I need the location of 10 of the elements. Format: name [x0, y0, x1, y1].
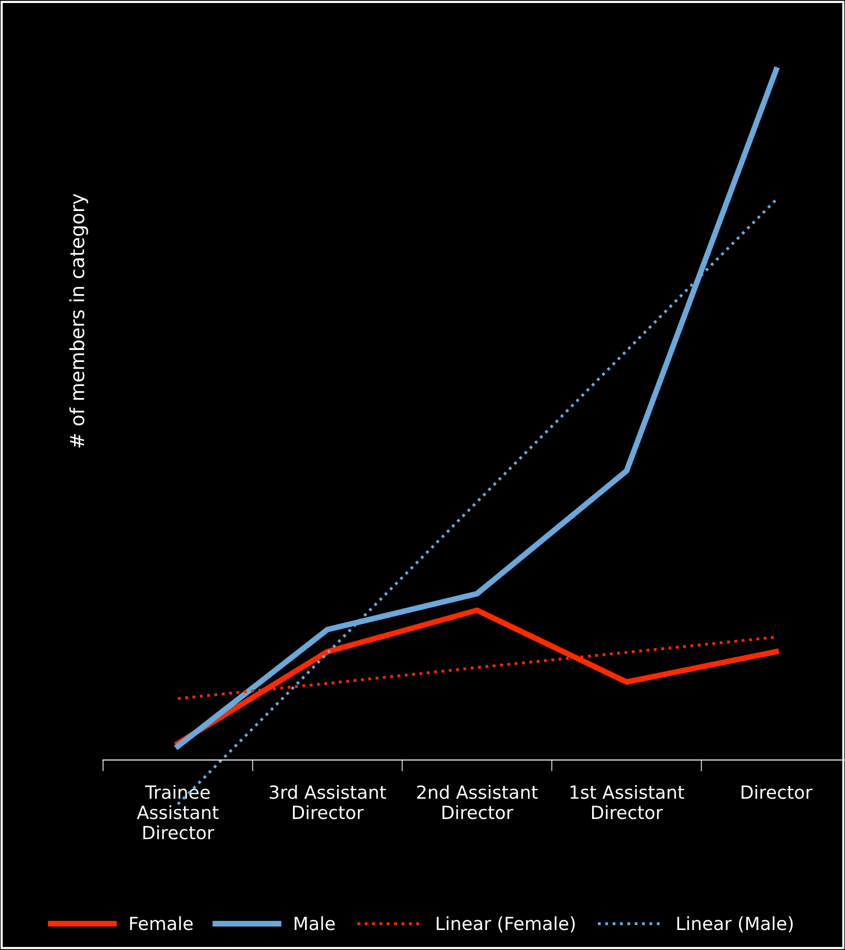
legend-label: Male: [294, 916, 335, 930]
y-axis-title: # of members in category: [69, 194, 88, 448]
x-tick-label: Director: [742, 785, 812, 799]
legend-label: Female: [130, 916, 193, 930]
x-tick-label: Trainee Assistant Director: [136, 785, 219, 840]
x-tick-label: 1st Assistant Director: [570, 785, 684, 820]
legend-label: Linear (Male): [677, 916, 793, 932]
x-tick-label: 3rd Assistant Director: [270, 785, 386, 820]
legend-label: Linear (Female): [436, 916, 575, 932]
x-tick-label: 2nd Assistant Director: [417, 785, 538, 820]
